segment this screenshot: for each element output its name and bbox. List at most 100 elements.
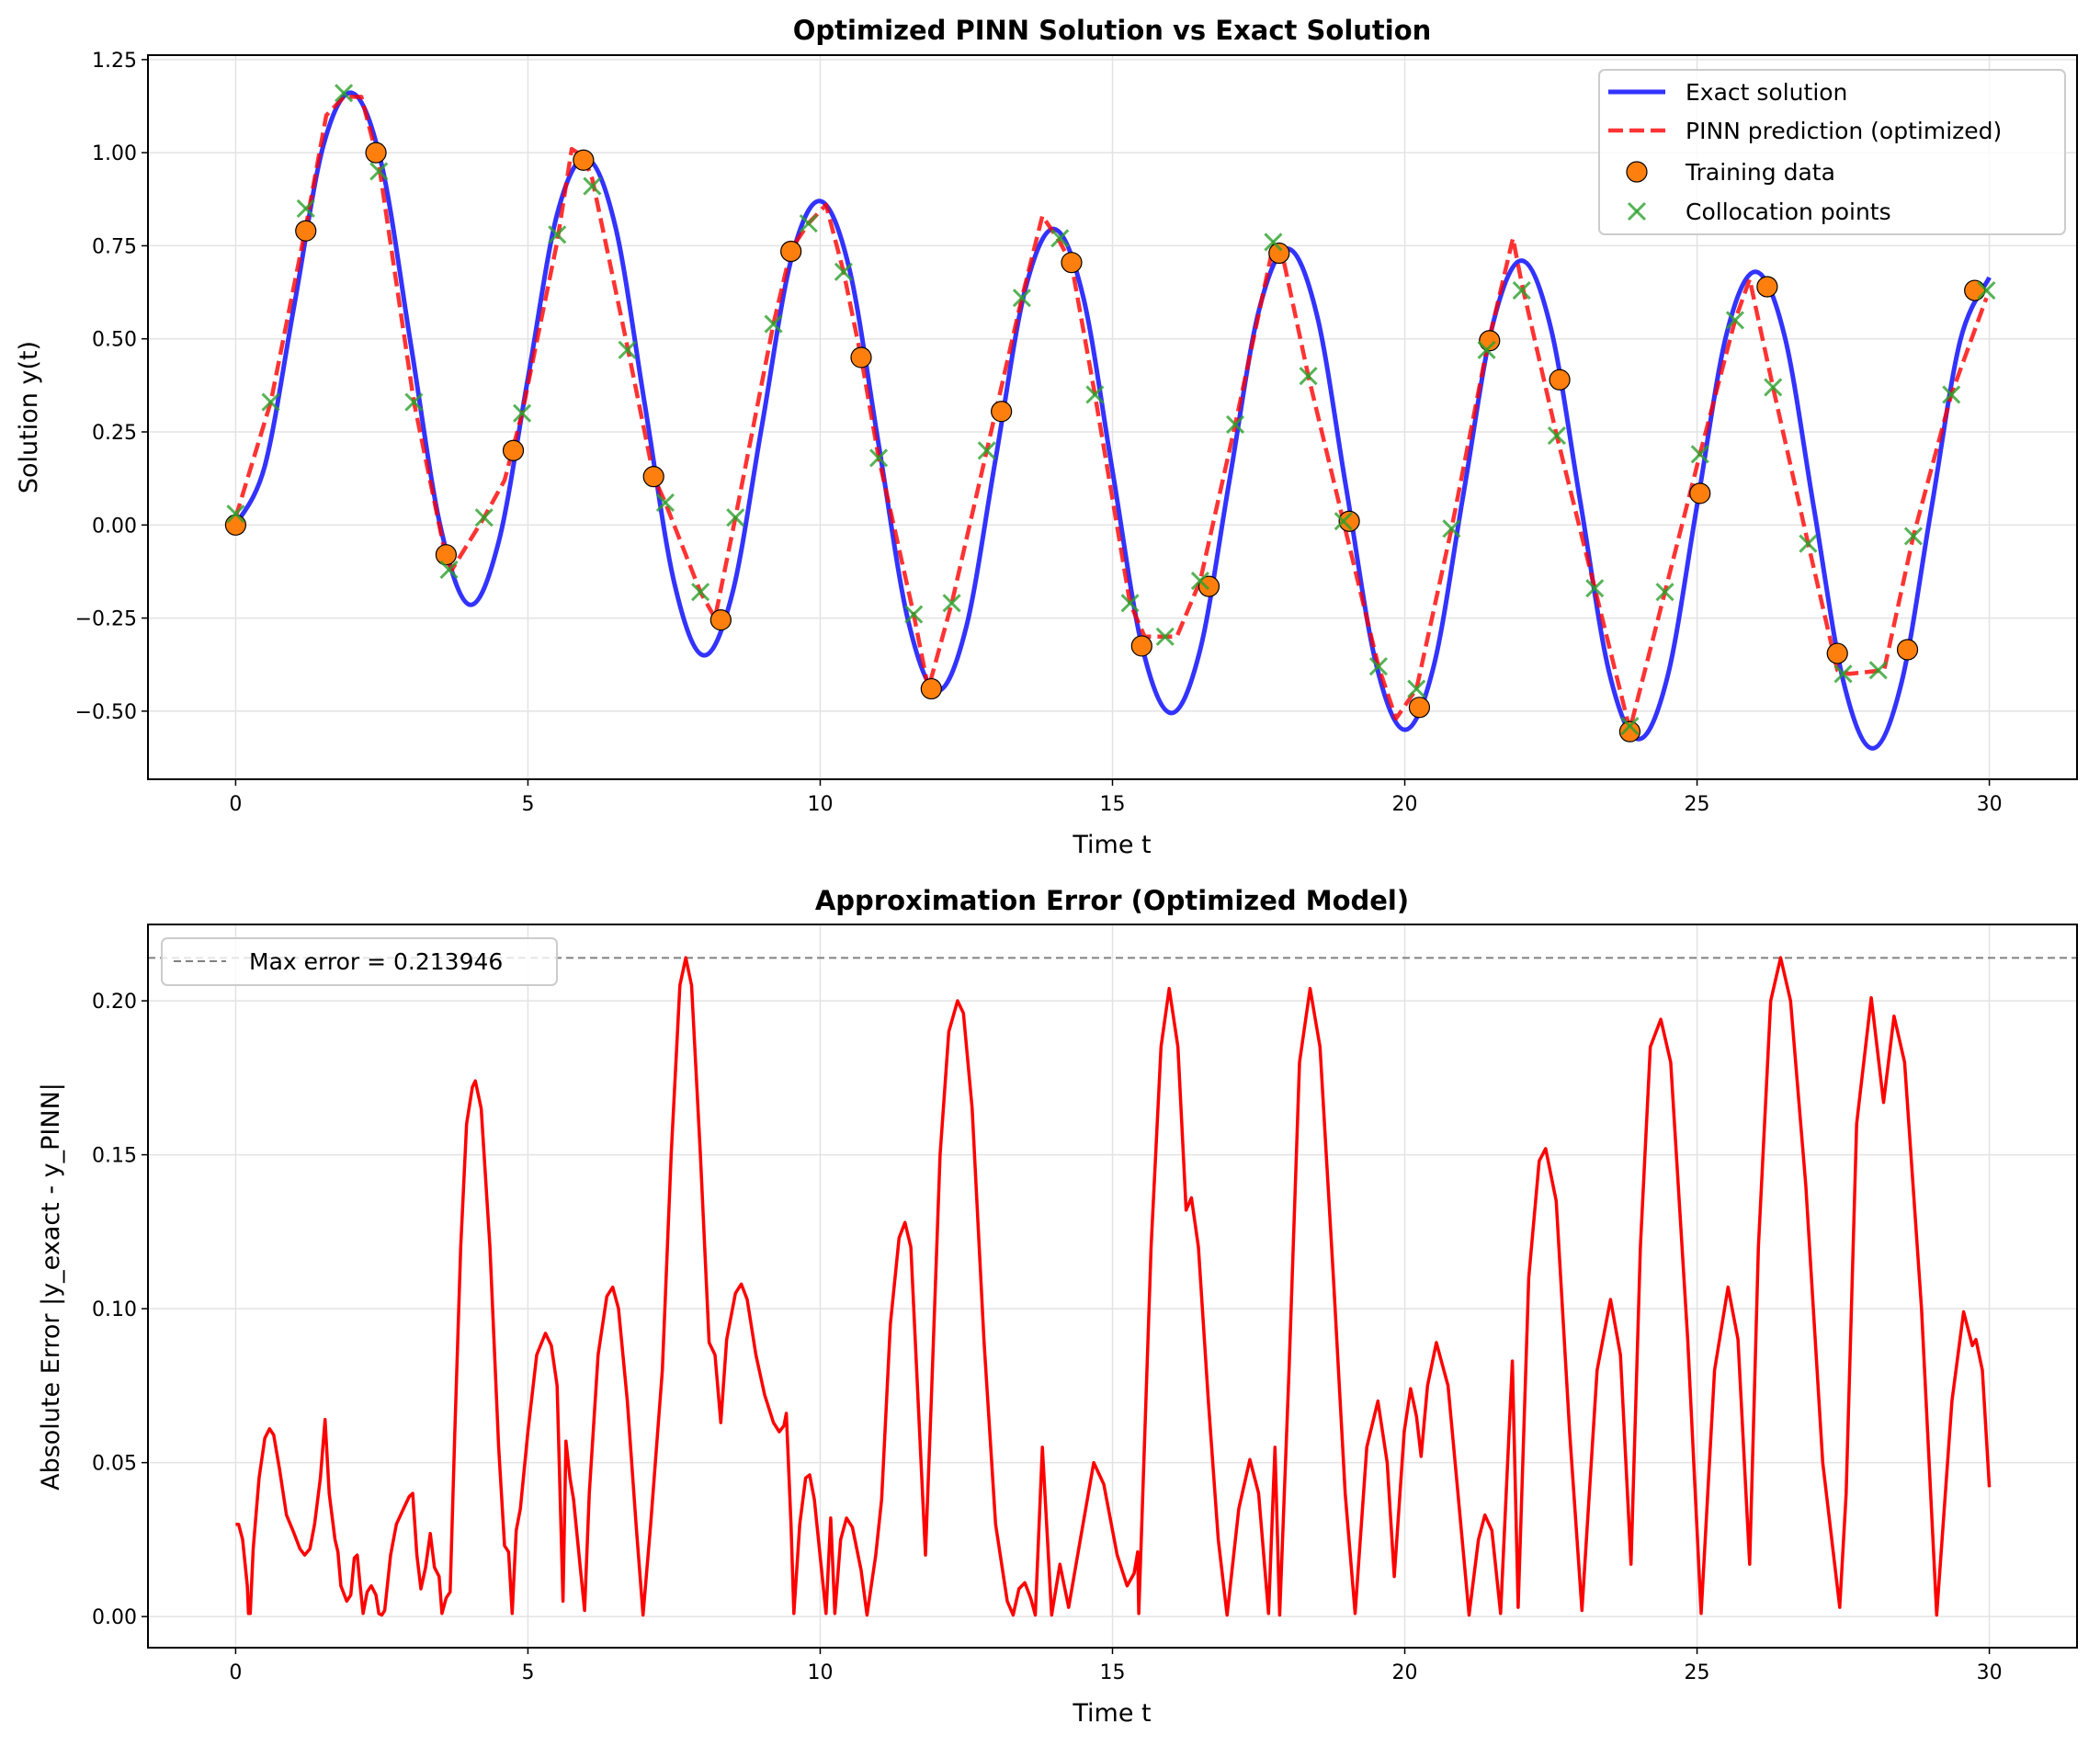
x-tick-label: 0 [229, 1661, 242, 1684]
collocation-point [1903, 527, 1923, 546]
x-tick-label: 0 [229, 793, 242, 816]
training-data-point [1268, 242, 1290, 265]
collocation-point [439, 560, 459, 579]
training-data-point [1130, 635, 1152, 657]
collocation-point [726, 508, 745, 527]
legend-collocation-label: Collocation points [1686, 198, 1891, 225]
training-data-point [850, 346, 872, 368]
absolute-error-line [235, 956, 1992, 1617]
training-data-point [295, 220, 317, 242]
x-tick-label: 15 [1100, 793, 1126, 816]
collocation-point [977, 441, 996, 460]
collocation-point [1547, 425, 1566, 446]
training-data-point [573, 149, 595, 171]
collocation-point [261, 392, 280, 412]
x-tick-label: 10 [807, 1661, 833, 1684]
collocation-point [869, 448, 889, 468]
collocation-point [1725, 311, 1744, 330]
solution-plot-series [224, 84, 1996, 751]
collocation-point [1190, 571, 1209, 591]
solution-plot-ylabel: Solution y(t) [15, 341, 43, 493]
collocation-point [1442, 519, 1461, 539]
x-tick-label: 30 [1977, 793, 2003, 816]
collocation-point [1299, 367, 1318, 386]
collocation-point [513, 403, 532, 423]
x-tick-label: 10 [807, 793, 833, 816]
y-tick-label: 0.15 [92, 1145, 137, 1168]
collocation-point [1799, 534, 1818, 553]
collocation-point [1620, 717, 1640, 736]
collocation-point [1050, 229, 1070, 248]
collocation-point [1120, 594, 1140, 613]
collocation-point [1477, 340, 1496, 359]
legend-training-label: Training data [1685, 159, 1835, 186]
collocation-point [226, 505, 245, 524]
legend-exact-label: Exact solution [1686, 79, 1847, 106]
legend-training-circle-icon [1626, 161, 1648, 183]
collocation-point [1833, 664, 1853, 684]
training-data-point [920, 677, 942, 700]
collocation-point [548, 225, 567, 244]
legend-collocation-x-icon [1627, 201, 1647, 221]
pinn-prediction-optimized-line [233, 95, 1989, 732]
training-data-point [1479, 330, 1501, 352]
x-tick-label: 20 [1392, 793, 1418, 816]
x-tick-label: 25 [1685, 1661, 1710, 1684]
y-tick-label: 0.10 [92, 1298, 137, 1321]
collocation-point [834, 262, 853, 281]
error-plot: 0 5 10 15 20 25 30 0.00 0.05 0.10 0.15 0.20 Approxi… [37, 885, 2078, 1728]
training-data-point [1198, 575, 1220, 597]
collocation-point [942, 594, 961, 613]
collocation-point [296, 198, 315, 218]
collocation-point [1334, 512, 1353, 531]
y-tick-label: 1.25 [92, 50, 137, 73]
collocation-point [764, 314, 783, 334]
collocation-point [1155, 627, 1175, 646]
error-plot-title: Approximation Error (Optimized Model) [815, 885, 1409, 916]
collocation-point [1764, 378, 1783, 397]
y-tick-label: 0.25 [92, 422, 137, 445]
collocation-point [404, 392, 424, 412]
x-tick-label: 25 [1685, 793, 1710, 816]
x-tick-label: 15 [1100, 1661, 1126, 1684]
collocation-point [1512, 280, 1531, 300]
collocation-point [1012, 289, 1031, 308]
collocation-point [1085, 385, 1105, 404]
collocation-point [335, 84, 354, 103]
y-tick-label: −0.25 [75, 608, 137, 631]
collocation-point [618, 340, 637, 359]
training-data-point [991, 401, 1013, 423]
training-data-point [365, 142, 387, 164]
collocation-point [1690, 445, 1709, 464]
collocation-point [1585, 579, 1605, 598]
collocation-point [691, 583, 710, 602]
x-tick-label: 20 [1392, 1661, 1418, 1684]
y-tick-label: 0.20 [92, 991, 137, 1014]
y-tick-label: 0.75 [92, 235, 137, 258]
collocation-point [1407, 679, 1426, 698]
y-tick-label: 0.50 [92, 329, 137, 352]
training-data-point [1826, 642, 1848, 664]
x-tick-label: 30 [1977, 1661, 2003, 1684]
training-data-point [1756, 276, 1778, 298]
y-tick-label: 0.00 [92, 515, 137, 538]
collocation-point [369, 162, 389, 181]
y-tick-label: 0.00 [92, 1606, 137, 1629]
legend-max-error-label: Max error = 0.213946 [249, 948, 503, 975]
solution-plot-title: Optimized PINN Solution vs Exact Solutio… [793, 15, 1432, 46]
y-tick-label: 0.05 [92, 1453, 137, 1476]
y-tick-label: 1.00 [92, 142, 137, 165]
collocation-point [1264, 232, 1283, 252]
error-plot-series [235, 956, 1992, 1617]
training-data-point [1618, 720, 1641, 743]
training-data-point [1338, 510, 1360, 532]
training-data-point [642, 466, 664, 488]
collocation-point [1977, 280, 1996, 300]
error-plot-ticks: 0 5 10 15 20 25 30 0.00 0.05 0.10 0.15 0.20 [92, 991, 2003, 1684]
x-tick-label: 5 [521, 1661, 534, 1684]
training-data-point [709, 608, 732, 631]
solution-plot: 0 5 10 15 20 25 30 −0.50 −0.25 0.00 0.25 0.50 0.75 1.… [15, 15, 2078, 859]
collocation-point [655, 493, 675, 513]
training-data-point [1896, 639, 1919, 661]
